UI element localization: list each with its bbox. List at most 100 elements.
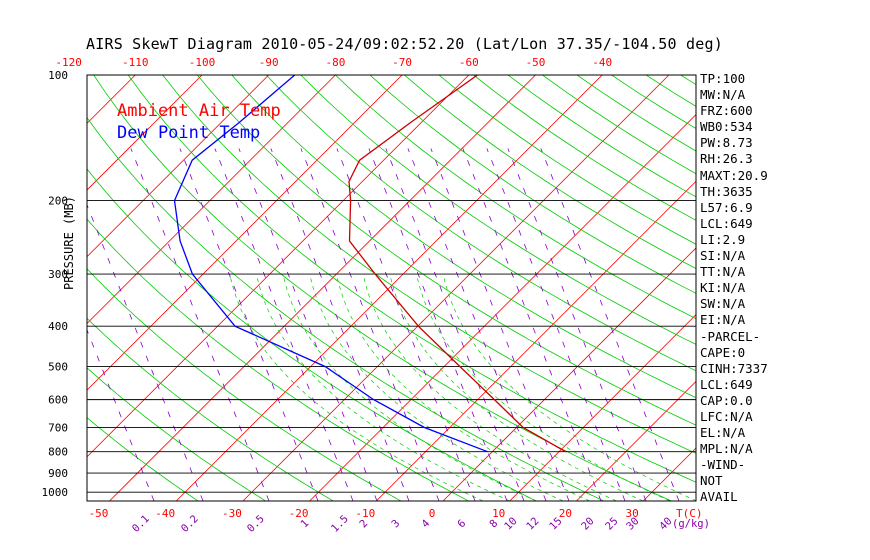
stat-line: -WIND-: [700, 457, 746, 473]
isotherm-line: [576, 380, 696, 501]
stat-line: TT:N/A: [700, 264, 746, 280]
stat-line: NOT: [700, 473, 723, 489]
isotherm-line: [87, 75, 403, 391]
mixing-ratio-line: [238, 148, 378, 501]
stats-panel: TP:100 MW:N/A FRZ:600 WB0:534 PW:8.73 RH:26.3…: [700, 71, 768, 506]
mixing-ratio-line: [87, 203, 204, 501]
stat-line: EL:N/A: [700, 425, 746, 441]
isotherm-line: [0, 75, 69, 501]
mixing-ratio-line: [87, 328, 155, 501]
legend-dewpoint: Dew Point Temp: [117, 123, 261, 143]
stat-line: MW:N/A: [700, 87, 746, 103]
top-temp-tick-label: -70: [392, 56, 412, 69]
stat-line: AVAIL: [700, 489, 738, 505]
mixing-ratio-line: [214, 148, 354, 501]
mixing-ratio-line: [486, 148, 626, 501]
mixing-ratio-tick-label: 0.1: [130, 513, 152, 535]
legend-ambient: Ambient Air Temp: [117, 101, 281, 121]
isotherm-line: [175, 75, 603, 501]
dry-adiabat-line: [196, 75, 696, 426]
stat-line: FRZ:600: [700, 103, 753, 119]
dry-adiabat-line: [87, 168, 537, 501]
mixing-ratio-tick-label: 20: [579, 515, 596, 532]
top-temp-tick-label: -60: [459, 56, 479, 69]
dry-adiabat-line: [87, 317, 334, 501]
dry-adiabat-line: [162, 75, 696, 454]
top-temp-tick-label: -110: [122, 56, 149, 69]
bottom-temp-tick-label: -30: [222, 507, 242, 520]
chart-title: AIRS SkewT Diagram 2010-05-24/09:02:52.2…: [86, 35, 723, 53]
dry-adiabat-line: [369, 75, 696, 294]
stat-line: TP:100: [700, 71, 746, 86]
top-temp-tick-label: -100: [189, 56, 216, 69]
x-axis-label: T(C): [676, 507, 703, 520]
stat-line: MAXT:20.9: [700, 167, 768, 183]
isotherm-line: [242, 75, 670, 501]
bottom-temp-tick-label: 0: [429, 507, 436, 520]
pressure-tick-label: 300: [48, 268, 68, 281]
stat-line: WB0:534: [700, 119, 753, 135]
isotherm-line: [309, 114, 696, 501]
isotherm-line: [87, 75, 336, 324]
isotherm-line: [442, 247, 696, 501]
moist-adiabat-line: [309, 273, 564, 501]
moist-adiabat-line: [282, 273, 537, 501]
stat-line: TH:3635: [700, 183, 753, 199]
pressure-tick-label: 700: [48, 422, 68, 435]
stat-line: CAPE:0: [700, 344, 746, 360]
bottom-temp-tick-label: -10: [355, 507, 375, 520]
top-temp-tick-label: -80: [325, 56, 345, 69]
stat-line: CINH:7337: [700, 360, 768, 376]
dry-adiabat-line: [127, 75, 696, 483]
mixing-ratio-line: [462, 148, 602, 501]
pressure-tick-label: 900: [48, 467, 68, 480]
stat-line: SW:N/A: [700, 296, 746, 312]
dry-adiabat-line: [93, 75, 672, 501]
mixing-ratio-tick-label: 6: [455, 517, 468, 530]
moist-adiabat-line: [362, 273, 617, 501]
mixing-ratio-tick-label: 3: [389, 517, 402, 530]
bottom-temp-tick-label: 20: [559, 507, 572, 520]
isotherm-line: [87, 75, 470, 458]
mixing-ratio-line: [300, 148, 440, 501]
dewpoint-temp-line: [173, 75, 488, 453]
pressure-tick-label: 1000: [42, 486, 69, 499]
pressure-tick-label: 100: [48, 69, 68, 82]
dry-adiabat-line: [87, 116, 605, 501]
stat-line: PW:8.73: [700, 135, 753, 151]
y-axis-label: PRESSURE (MB): [62, 196, 76, 290]
pressure-tick-label: 400: [48, 320, 68, 333]
isotherm-line: [509, 314, 696, 501]
ambient-temp-line: [348, 75, 566, 453]
moist-adiabat-line: [442, 273, 696, 501]
dry-adiabat-line: [335, 75, 696, 320]
stat-line: MPL:N/A: [700, 441, 753, 457]
dry-adiabat-line: [87, 268, 402, 501]
pressure-tick-label: 800: [48, 446, 68, 459]
isotherm-line: [87, 75, 203, 191]
stat-line: SI:N/A: [700, 248, 746, 264]
bottom-temp-tick-label: -40: [155, 507, 175, 520]
moist-adiabat-line: [229, 273, 484, 501]
stat-line: LFC:N/A: [700, 408, 753, 424]
dry-adiabat-line: [404, 75, 696, 270]
isotherm-line: [843, 75, 870, 501]
stat-line: -PARCEL-: [700, 328, 761, 344]
stat-line: LCL:649: [700, 376, 753, 392]
stat-line: LI:2.9: [700, 231, 746, 247]
mixing-ratio-tick-label: 0.2: [179, 513, 201, 535]
mixing-ratio-line: [540, 148, 680, 501]
stat-line: KI:N/A: [700, 280, 746, 296]
dry-adiabat-line: [266, 75, 696, 372]
top-temp-tick-label: -50: [526, 56, 546, 69]
pressure-tick-label: 200: [48, 195, 68, 208]
pressure-tick-label: 600: [48, 394, 68, 407]
bottom-temp-tick-label: 10: [492, 507, 505, 520]
top-temp-tick-label: -40: [592, 56, 612, 69]
bottom-temp-tick-label: 30: [625, 507, 638, 520]
dry-adiabat-line: [300, 75, 696, 345]
moist-adiabat-line: [256, 273, 510, 501]
mixing-ratio-tick-label: 1.5: [329, 513, 351, 535]
dry-adiabat-line: [438, 75, 696, 245]
bottom-temp-tick-label: -20: [289, 507, 309, 520]
